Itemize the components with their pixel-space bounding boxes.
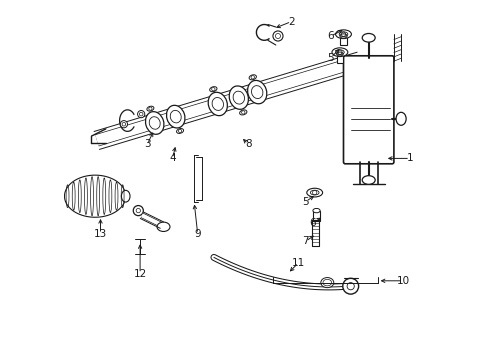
Ellipse shape: [149, 117, 160, 129]
Ellipse shape: [331, 48, 347, 57]
Text: 5: 5: [302, 197, 308, 207]
Circle shape: [148, 107, 152, 110]
Ellipse shape: [209, 87, 217, 92]
Ellipse shape: [239, 110, 246, 115]
Ellipse shape: [146, 106, 154, 111]
Ellipse shape: [320, 278, 333, 288]
Ellipse shape: [208, 92, 227, 116]
Text: 9: 9: [194, 229, 201, 239]
Ellipse shape: [251, 86, 263, 99]
Circle shape: [178, 129, 182, 132]
Text: 10: 10: [396, 276, 408, 286]
Ellipse shape: [312, 208, 320, 213]
Text: 6: 6: [327, 31, 333, 41]
Bar: [312, 211, 320, 221]
Ellipse shape: [362, 176, 374, 184]
Ellipse shape: [176, 129, 183, 134]
Text: 3: 3: [143, 139, 150, 149]
Circle shape: [120, 121, 127, 128]
Text: 5: 5: [327, 53, 333, 63]
Text: 1: 1: [406, 153, 412, 163]
Ellipse shape: [145, 112, 163, 134]
Ellipse shape: [336, 52, 343, 56]
Ellipse shape: [212, 98, 223, 111]
Circle shape: [211, 87, 215, 91]
Text: 2: 2: [287, 17, 294, 27]
Text: 11: 11: [291, 258, 305, 268]
Ellipse shape: [339, 34, 346, 38]
Ellipse shape: [157, 222, 170, 231]
Ellipse shape: [170, 111, 181, 123]
Bar: [336, 54, 343, 63]
Circle shape: [241, 111, 244, 114]
Circle shape: [250, 76, 254, 79]
Ellipse shape: [247, 80, 266, 104]
Text: 8: 8: [244, 139, 251, 149]
Ellipse shape: [395, 112, 406, 125]
Ellipse shape: [229, 86, 248, 109]
Circle shape: [272, 31, 283, 41]
Text: 4: 4: [169, 153, 176, 163]
Ellipse shape: [233, 91, 244, 104]
Circle shape: [342, 278, 358, 294]
Ellipse shape: [121, 190, 130, 202]
Text: 12: 12: [133, 269, 146, 279]
Bar: [339, 36, 346, 45]
Text: 6: 6: [309, 218, 316, 228]
Text: 13: 13: [94, 229, 107, 239]
Ellipse shape: [335, 30, 351, 39]
Ellipse shape: [362, 33, 374, 42]
Ellipse shape: [166, 105, 184, 128]
Circle shape: [137, 111, 144, 118]
FancyBboxPatch shape: [343, 56, 393, 164]
Circle shape: [133, 206, 143, 216]
Ellipse shape: [248, 75, 256, 80]
Text: 7: 7: [302, 236, 308, 246]
Ellipse shape: [306, 188, 322, 197]
